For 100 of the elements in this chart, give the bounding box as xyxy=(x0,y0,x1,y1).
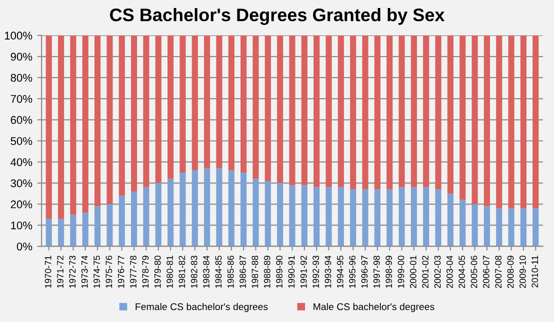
chart-title: CS Bachelor's Degrees Granted by Sex xyxy=(110,8,445,25)
x-tick-label: 1979-80 xyxy=(154,256,161,288)
bar xyxy=(168,178,174,246)
bar xyxy=(277,35,284,184)
bar xyxy=(180,35,186,173)
x-tick-label: 1983-84 xyxy=(203,256,210,288)
bar xyxy=(118,196,125,246)
y-tick-label: 50% xyxy=(10,137,32,146)
x-tick-label: 1976-77 xyxy=(118,256,124,288)
x-tick-label: 1988-89 xyxy=(264,256,270,288)
bar xyxy=(496,35,502,208)
bar xyxy=(240,35,247,173)
bar xyxy=(264,180,271,246)
x-tick-label: 2000-01 xyxy=(410,256,416,288)
bar xyxy=(338,35,344,188)
bar xyxy=(70,214,76,246)
x-tick-label: 2005-06 xyxy=(470,256,478,288)
bar xyxy=(130,35,138,192)
bar xyxy=(192,170,198,246)
bar xyxy=(520,208,526,246)
bar xyxy=(423,187,430,246)
bar xyxy=(338,187,344,246)
bar xyxy=(435,189,442,246)
x-tick-label: 1996-97 xyxy=(361,256,368,288)
bar xyxy=(70,35,76,215)
y-tick-label: 70% xyxy=(10,94,32,103)
bar xyxy=(130,191,138,246)
bar xyxy=(374,189,380,246)
x-tick-label: 2007-08 xyxy=(495,256,502,288)
bar xyxy=(118,35,125,196)
bar xyxy=(350,189,356,246)
bar xyxy=(532,35,539,208)
bar xyxy=(508,35,514,208)
bar xyxy=(460,200,466,246)
bar xyxy=(289,35,296,186)
bar xyxy=(252,35,259,179)
bar xyxy=(289,185,296,246)
bar xyxy=(350,35,356,190)
y-tick-label: 0% xyxy=(16,242,32,250)
bar xyxy=(410,35,417,188)
x-tick-label: 1989-90 xyxy=(276,256,282,288)
bar xyxy=(58,35,64,219)
bar xyxy=(94,206,101,246)
bar xyxy=(204,168,210,246)
y-tick-label: 10% xyxy=(11,222,32,230)
x-tick-label: 1992-93 xyxy=(312,256,319,288)
bar xyxy=(82,212,88,246)
bar xyxy=(228,170,234,246)
bar xyxy=(106,204,113,246)
x-tick-label: 1994-95 xyxy=(336,256,344,288)
bar xyxy=(240,172,247,246)
x-tick-label: 1982-83 xyxy=(190,256,198,288)
bar xyxy=(82,35,88,213)
x-tick-label: 1999-00 xyxy=(398,256,404,288)
x-tick-label: 1978-79 xyxy=(142,256,149,288)
bar xyxy=(435,35,442,190)
bar xyxy=(326,35,332,188)
bar xyxy=(472,35,478,204)
y-tick-label: 40% xyxy=(10,158,32,166)
x-tick-label: 1995-96 xyxy=(349,256,356,288)
x-tick-label: 1993-94 xyxy=(324,256,332,288)
legend-label: Male CS bachelor's degrees xyxy=(314,303,434,312)
bar xyxy=(496,208,502,246)
bar xyxy=(398,187,405,246)
bar xyxy=(423,35,430,188)
bar xyxy=(301,35,308,186)
bar xyxy=(204,35,210,168)
x-tick-label: 1991-92 xyxy=(300,256,307,288)
bar xyxy=(168,35,174,179)
x-tick-label: 1981-82 xyxy=(178,256,186,288)
bar xyxy=(386,189,393,246)
bar xyxy=(472,204,478,246)
x-tick-label: 2010-11 xyxy=(532,256,538,288)
x-tick-label: 1987-88 xyxy=(252,256,258,288)
bar xyxy=(192,35,198,170)
x-tick-label: 1974-75 xyxy=(94,256,100,288)
x-tick-label: 1998-99 xyxy=(386,256,392,288)
x-tick-label: 1973-74 xyxy=(81,256,88,288)
x-tick-label: 2002-03 xyxy=(434,256,441,288)
bar xyxy=(374,35,380,190)
bar xyxy=(520,35,526,208)
x-tick-label: 2006-07 xyxy=(482,256,490,288)
bar xyxy=(155,183,162,246)
bar xyxy=(362,35,368,190)
bar xyxy=(216,35,222,168)
x-tick-label: 2009-10 xyxy=(519,256,526,288)
bar xyxy=(314,187,320,246)
bar xyxy=(216,168,222,246)
x-tick-label: 1984-85 xyxy=(215,256,222,288)
bar xyxy=(447,194,454,246)
bar xyxy=(386,35,393,190)
legend-label: Female CS bachelor's degrees xyxy=(136,303,268,312)
bar xyxy=(58,218,64,246)
x-tick-label: 1980-81 xyxy=(166,256,173,288)
bar xyxy=(398,35,405,188)
x-tick-label: 1977-78 xyxy=(130,256,136,288)
bar xyxy=(46,218,52,246)
x-tick-label: 1997-98 xyxy=(373,256,380,288)
bar xyxy=(264,35,271,181)
bar xyxy=(143,187,150,246)
